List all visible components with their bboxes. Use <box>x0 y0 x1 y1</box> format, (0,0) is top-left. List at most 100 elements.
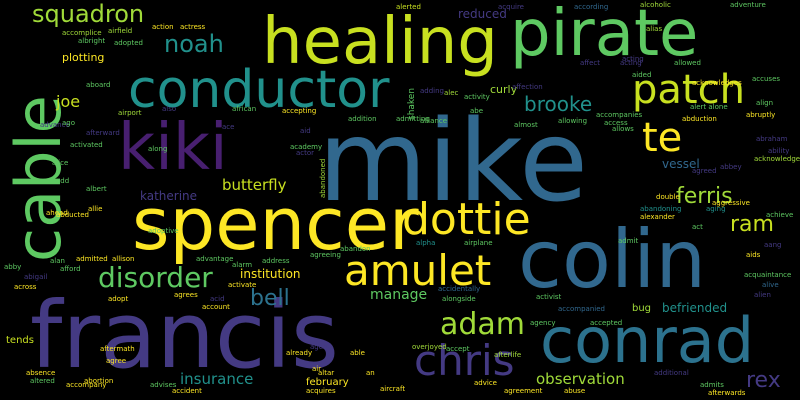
word-alan: alan <box>50 257 65 265</box>
word-pirate: pirate <box>510 0 699 71</box>
word-alive: alive <box>762 281 779 289</box>
word-allows: allows <box>612 125 634 133</box>
word-allowing: allowing <box>558 117 588 125</box>
word-admit: admit <box>618 237 639 245</box>
word-agree: agree <box>106 357 127 365</box>
word-access: access <box>604 119 628 127</box>
word-brooke: brooke <box>524 92 593 116</box>
word-aging: aging <box>706 205 726 213</box>
word-butterfly: butterfly <box>222 176 287 194</box>
word-achieve: achieve <box>766 211 794 219</box>
word-advice: advice <box>474 379 497 387</box>
word-alexander: alexander <box>640 213 675 221</box>
word-chris: chris <box>414 336 515 385</box>
word-address: address <box>262 257 290 265</box>
word-acting: acting <box>620 59 642 67</box>
word-adam: adam <box>440 307 526 342</box>
word-shaken: shaken <box>407 87 417 120</box>
word-agency: agency <box>530 319 556 327</box>
word-aids: aids <box>746 251 761 259</box>
word-aid: aid <box>300 127 311 135</box>
word-conductor: conductor <box>128 60 390 120</box>
word-ago: ago <box>62 119 76 127</box>
word-allie: allie <box>88 205 103 213</box>
word-aftermath: aftermath <box>100 345 135 353</box>
word-alcoholic: alcoholic <box>640 1 671 9</box>
word-curly: curly <box>490 83 518 96</box>
word-acknowledge: acknowledge <box>754 155 800 163</box>
word-airport: airport <box>118 109 142 117</box>
word-accepting: accepting <box>282 107 317 115</box>
word-actor: actor <box>296 149 315 157</box>
word-accompanied: accompanied <box>558 305 605 313</box>
word-february: february <box>306 377 349 388</box>
word-francis: francis <box>30 282 339 389</box>
word-admits: admits <box>700 381 724 389</box>
word-accident: accident <box>172 387 202 395</box>
word-admitting: admitting <box>396 115 430 123</box>
word-alongside: alongside <box>442 295 476 303</box>
word-alpha: alpha <box>416 239 436 247</box>
word-abuse: abuse <box>564 387 586 395</box>
word-align: align <box>756 99 774 107</box>
word-aang: aang <box>764 241 782 249</box>
word-advantage: advantage <box>196 255 234 263</box>
word-along: along <box>148 145 168 153</box>
word-addition: addition <box>348 115 377 123</box>
word-activated: activated <box>70 141 103 149</box>
word-aircraft: aircraft <box>380 385 406 393</box>
word-afterwards: afterwards <box>708 389 746 397</box>
word-activist: activist <box>536 293 562 301</box>
word-dottie: dottie <box>402 194 531 245</box>
word-academy: academy <box>290 143 323 151</box>
word-aided: aided <box>632 71 652 79</box>
word-almost: almost <box>514 121 538 129</box>
word-ferris: ferris <box>676 184 733 209</box>
word-observation: observation <box>536 370 625 388</box>
word-alarm: alarm <box>232 261 253 269</box>
word-aboard: aboard <box>86 81 111 89</box>
word-afterward: afterward <box>86 129 120 137</box>
word-reduced: reduced <box>458 7 507 21</box>
word-accept: accept <box>446 345 470 353</box>
word-alerted: alerted <box>396 3 421 11</box>
word-add: add <box>56 177 70 185</box>
word-abby: abby <box>4 263 22 271</box>
word-noah: noah <box>164 30 224 58</box>
word-afford: afford <box>60 265 81 273</box>
word-alice: alice <box>52 159 69 167</box>
word-admitted: admitted <box>76 255 108 263</box>
word-affect: affect <box>580 59 601 67</box>
word-bug: bug <box>632 303 652 314</box>
word-ahead: ahead <box>46 209 68 217</box>
word-allison: allison <box>112 255 135 263</box>
word-amulet: amulet <box>344 246 492 295</box>
word-squadron: squadron <box>32 0 145 28</box>
word-according: according <box>574 3 609 11</box>
word-abortion: abortion <box>84 377 114 385</box>
word-alliance: alliance <box>420 117 448 125</box>
word-ability: ability <box>768 147 790 155</box>
word-abruptly: abruptly <box>746 111 776 119</box>
word-african: african <box>232 105 257 113</box>
word-alias: alias <box>646 25 663 33</box>
word-befriended: befriended <box>662 301 728 315</box>
word-albright: albright <box>78 37 106 45</box>
word-airplane: airplane <box>464 239 493 247</box>
word-adding: adding <box>420 87 445 95</box>
word-accidentally: accidentally <box>438 285 481 293</box>
word-acquire: acquire <box>498 3 524 11</box>
word-alec: alec <box>444 89 459 97</box>
word-an: an <box>366 369 375 377</box>
word-able: able <box>350 349 365 357</box>
word-insurance: insurance <box>180 370 254 388</box>
word-aggressive: aggressive <box>712 199 750 207</box>
word-abandoning: abandoning <box>640 205 682 213</box>
word-vessel: vessel <box>662 157 700 171</box>
word-accepted: accepted <box>590 319 623 327</box>
word-disorder: disorder <box>98 261 213 294</box>
word-adoptive: adoptive <box>148 227 179 235</box>
word-abandoned: abandoned <box>319 158 327 198</box>
word-patch: patch <box>632 67 745 113</box>
